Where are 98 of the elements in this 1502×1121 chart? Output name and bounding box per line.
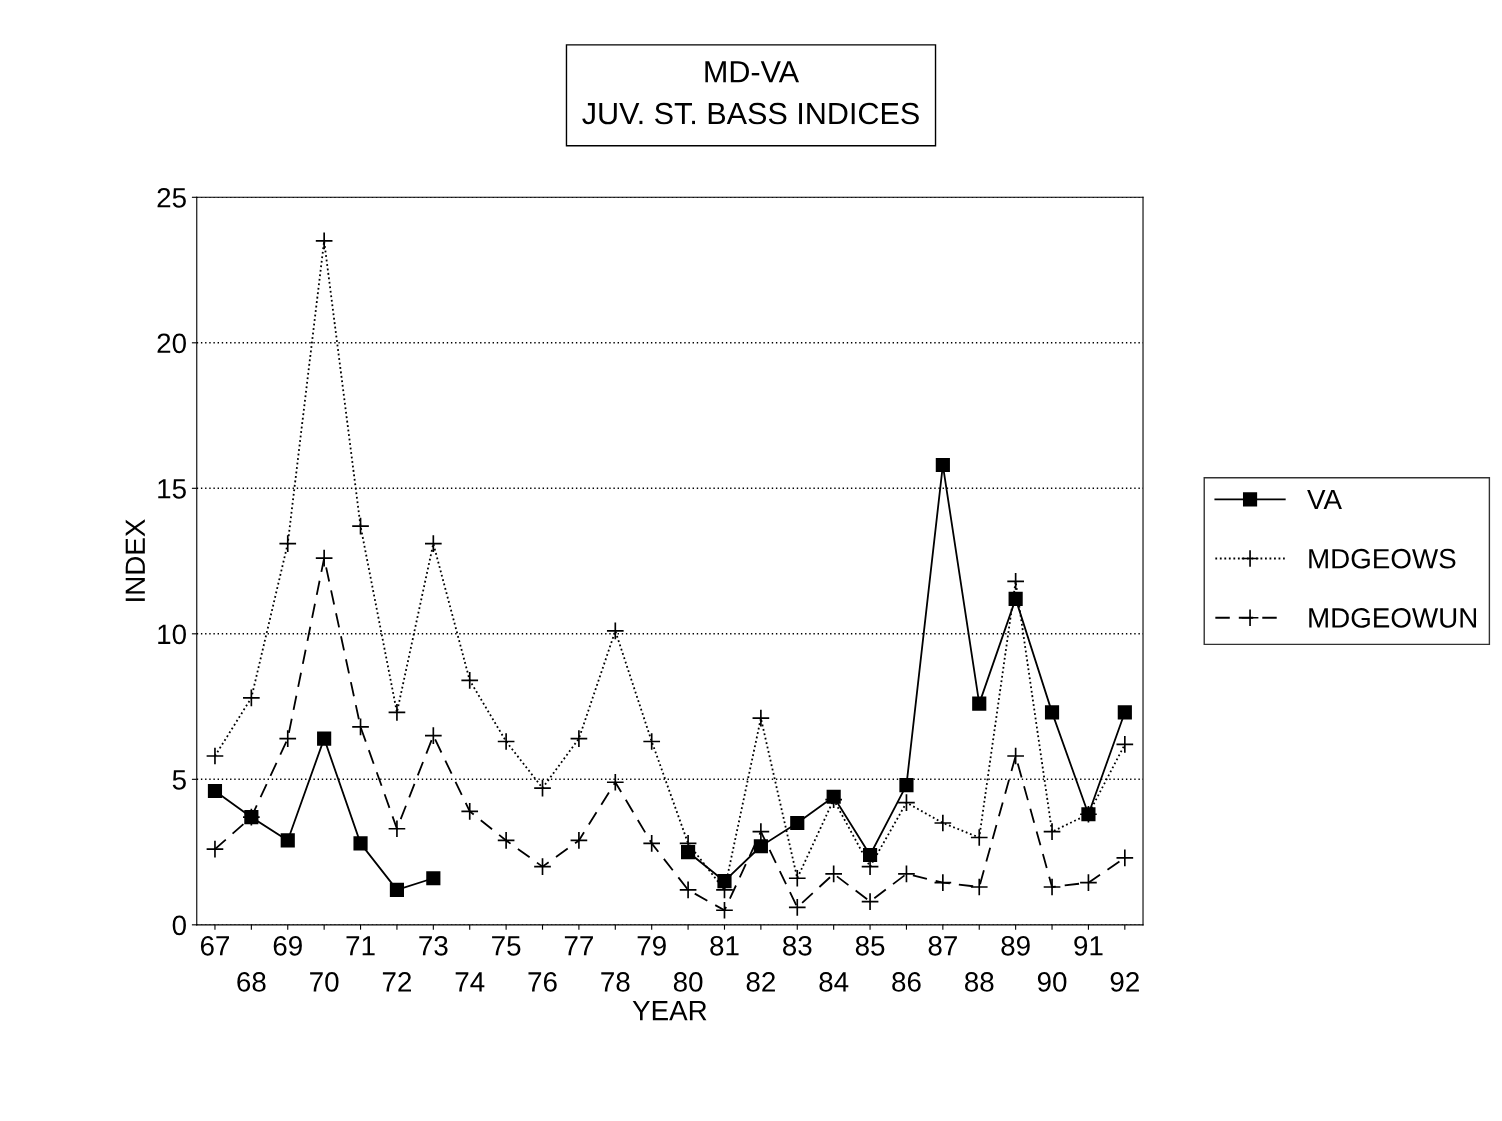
point [860, 892, 880, 911]
x-tick-label: 81 [710, 935, 739, 956]
point [351, 717, 370, 737]
point [970, 877, 989, 897]
point [606, 621, 625, 641]
point [569, 729, 589, 748]
x-axis-title: YEAR [632, 1001, 707, 1021]
x-tick-label: 88 [965, 972, 994, 992]
x-tick-label: 78 [601, 972, 630, 992]
x-tick-label: 82 [746, 972, 775, 992]
point [1042, 822, 1062, 841]
point [496, 831, 516, 850]
point [569, 831, 589, 850]
x-tick-label: 84 [819, 972, 849, 992]
point [460, 671, 479, 690]
point [642, 732, 661, 751]
point [751, 709, 771, 728]
point [1117, 705, 1132, 720]
point [424, 726, 443, 745]
x-tick-label: 87 [928, 935, 957, 956]
legend-label: VA [1307, 489, 1342, 510]
point [424, 534, 443, 553]
point [314, 548, 334, 568]
x-tick-label: 89 [1001, 935, 1030, 956]
x-tick-label: 73 [419, 935, 448, 956]
point [717, 874, 732, 889]
point [242, 688, 261, 708]
point [678, 880, 698, 900]
x-tick-label: 79 [637, 935, 666, 956]
y-tick-label: 0 [172, 915, 186, 936]
point [1079, 873, 1098, 892]
x-tick-label: 72 [382, 972, 411, 992]
x-tick-label: 90 [1037, 972, 1067, 992]
x-tick-label: 80 [673, 972, 703, 992]
x-tick-label: 85 [855, 935, 885, 956]
y-tick-label: 5 [172, 770, 186, 790]
point [278, 729, 297, 748]
point [933, 873, 953, 892]
point [897, 864, 916, 884]
legend-label: MDGEOWUN [1309, 608, 1477, 628]
y-tick-label: 25 [157, 187, 186, 208]
point [1115, 848, 1134, 868]
point [387, 819, 407, 838]
point [207, 783, 223, 799]
point [317, 731, 332, 746]
point [353, 836, 368, 851]
x-tick-label: 71 [346, 936, 375, 956]
point [1006, 572, 1025, 591]
x-tick-label: 69 [273, 935, 302, 956]
point [1006, 746, 1025, 766]
point [426, 871, 441, 886]
point [533, 857, 552, 876]
point [1042, 877, 1062, 897]
point [642, 834, 661, 853]
point [314, 231, 334, 251]
x-tick-label: 77 [564, 936, 593, 956]
point [460, 802, 479, 821]
point [899, 778, 914, 793]
point [972, 696, 987, 711]
point [496, 732, 516, 751]
point [715, 901, 734, 920]
point [933, 813, 953, 833]
point [351, 516, 370, 536]
x-tick-label: 74 [455, 972, 485, 992]
point [970, 828, 989, 847]
point [387, 703, 407, 722]
y-tick-label: 10 [158, 624, 186, 645]
point [824, 864, 843, 884]
point [1044, 705, 1060, 720]
point [751, 822, 771, 841]
y-axis-title: INDEX [125, 519, 145, 601]
y-tick-label: 20 [157, 333, 186, 354]
point [897, 793, 916, 812]
point [205, 839, 225, 859]
point [389, 882, 405, 897]
point [788, 898, 807, 917]
point [788, 869, 807, 888]
x-tick-label: 70 [310, 972, 339, 992]
chart-title: MD-VA JUV. ST. BASS INDICES [582, 61, 919, 125]
x-tick-label: 83 [783, 935, 812, 956]
x-tick-label: 86 [892, 972, 921, 992]
x-tick-label: 76 [528, 972, 557, 992]
x-tick-label: 68 [237, 972, 266, 992]
point [280, 833, 295, 848]
point [1115, 735, 1134, 754]
point [606, 773, 625, 792]
point [790, 815, 805, 831]
legend-label: MDGEOWS [1309, 548, 1456, 569]
y-tick-label: 15 [158, 479, 186, 499]
x-tick-label: 75 [492, 936, 521, 956]
point [753, 839, 768, 854]
point [205, 746, 225, 766]
point [533, 778, 552, 798]
point [278, 534, 297, 553]
x-tick-label: 91 [1074, 935, 1103, 956]
point [935, 457, 950, 473]
x-tick-label: 92 [1110, 972, 1139, 992]
x-tick-label: 67 [200, 935, 230, 956]
